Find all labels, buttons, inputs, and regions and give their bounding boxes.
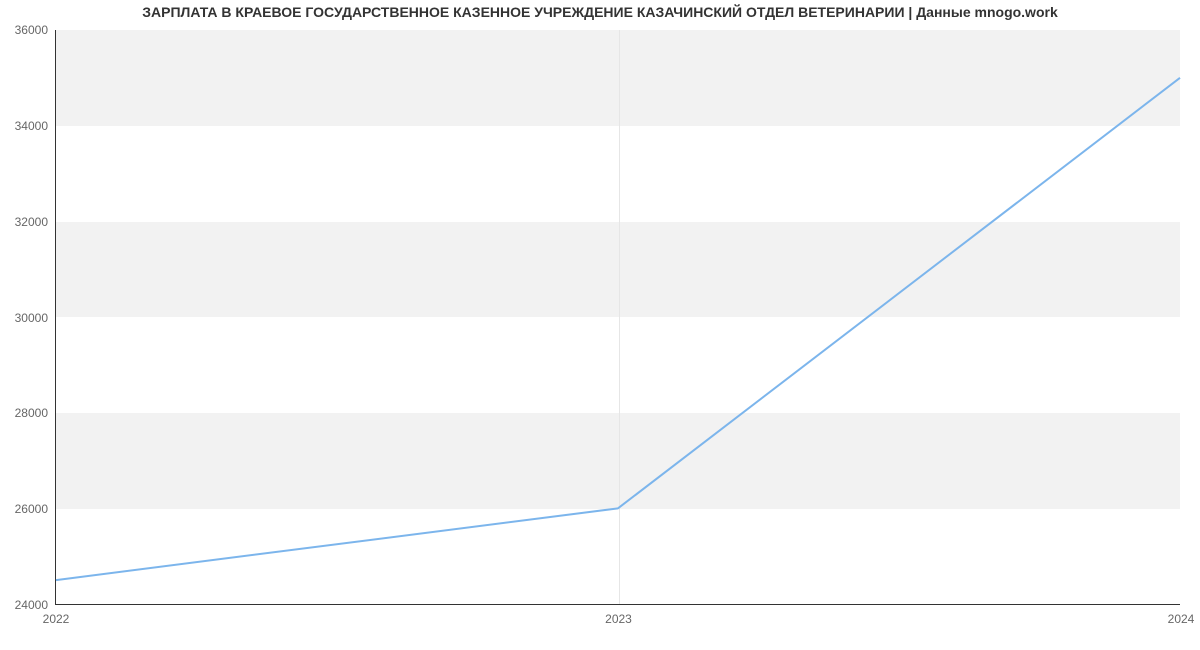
y-tick-label: 28000 <box>15 406 56 420</box>
y-tick-label: 34000 <box>15 119 56 133</box>
y-tick-label: 26000 <box>15 502 56 516</box>
line-series-layer <box>56 30 1180 604</box>
y-tick-label: 24000 <box>15 598 56 612</box>
x-tick-label: 2023 <box>605 604 632 626</box>
x-tick-label: 2024 <box>1168 604 1195 626</box>
y-tick-label: 36000 <box>15 23 56 37</box>
series-line <box>56 78 1180 580</box>
chart-title: ЗАРПЛАТА В КРАЕВОЕ ГОСУДАРСТВЕННОЕ КАЗЕН… <box>0 4 1200 20</box>
plot-area: 2022202320242400026000280003000032000340… <box>55 30 1180 605</box>
y-tick-label: 30000 <box>15 311 56 325</box>
y-tick-label: 32000 <box>15 215 56 229</box>
